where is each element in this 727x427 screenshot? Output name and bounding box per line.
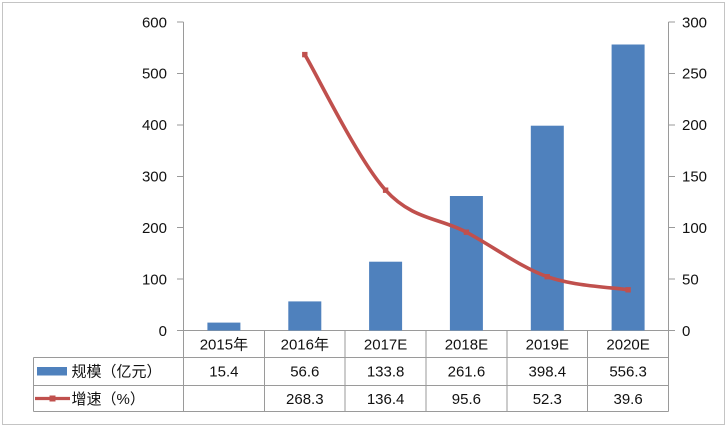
left-axis-tick-label: 600	[142, 14, 167, 31]
table-value-cell: 268.3	[286, 391, 324, 408]
legend-bar-swatch	[37, 367, 67, 376]
table-value-cell: 56.6	[290, 364, 319, 381]
table-category-label: 2016年	[281, 336, 329, 353]
growth-line-marker	[302, 51, 308, 58]
table-value-cell: 39.6	[613, 391, 642, 408]
right-axis-tick-label: 300	[682, 14, 707, 31]
table-value-cell: 136.4	[367, 391, 405, 408]
legend-series-label: 增速（%）	[72, 391, 145, 408]
right-axis-tick-label: 150	[682, 169, 707, 186]
right-axis-tick-label: 0	[682, 323, 690, 340]
bar-2020E	[611, 44, 645, 331]
growth-line-marker	[625, 287, 631, 293]
bar-2017E	[369, 261, 403, 331]
bar-2015年	[207, 322, 241, 331]
bars-series	[207, 44, 645, 331]
left-axis-tick-label: 500	[142, 66, 167, 83]
table-category-label: 2019E	[526, 336, 569, 353]
table-value-cell: 52.3	[533, 391, 562, 408]
right-axis-tick-label: 50	[682, 271, 699, 288]
legend-line-marker	[49, 395, 56, 402]
growth-line	[303, 52, 630, 292]
left-axis-tick-label: 300	[142, 169, 167, 186]
table-value-cell: 15.4	[209, 364, 238, 381]
table-value-cell: 556.3	[609, 364, 647, 381]
bar-2019E	[530, 125, 564, 331]
bar-2018E	[449, 196, 483, 331]
growth-line-marker	[382, 187, 389, 193]
left-axis-tick-label: 200	[142, 220, 167, 237]
left-axis-tick-label: 0	[159, 323, 167, 340]
table-category-label: 2020E	[606, 336, 649, 353]
table-value-cell: 398.4	[529, 364, 567, 381]
table-category-label: 2018E	[445, 336, 488, 353]
table-value-cell: 261.6	[448, 364, 486, 381]
left-axis-tick-label: 100	[142, 271, 167, 288]
bar-2016年	[288, 301, 322, 331]
table-and-axis-grid	[33, 21, 675, 412]
right-axis-tick-label: 200	[682, 117, 707, 134]
table-value-cell: 95.6	[452, 391, 481, 408]
legend-series-label: 规模（亿元）	[72, 364, 162, 381]
right-axis-tick-label: 250	[682, 66, 707, 83]
left-axis-tick-label: 400	[142, 117, 167, 134]
table-category-label: 2015年	[200, 336, 248, 353]
table-value-cell: 133.8	[367, 364, 405, 381]
table-category-label: 2017E	[364, 336, 407, 353]
right-axis-tick-label: 100	[682, 220, 707, 237]
growth-line-marker	[463, 229, 470, 235]
growth-line-marker	[544, 274, 550, 280]
